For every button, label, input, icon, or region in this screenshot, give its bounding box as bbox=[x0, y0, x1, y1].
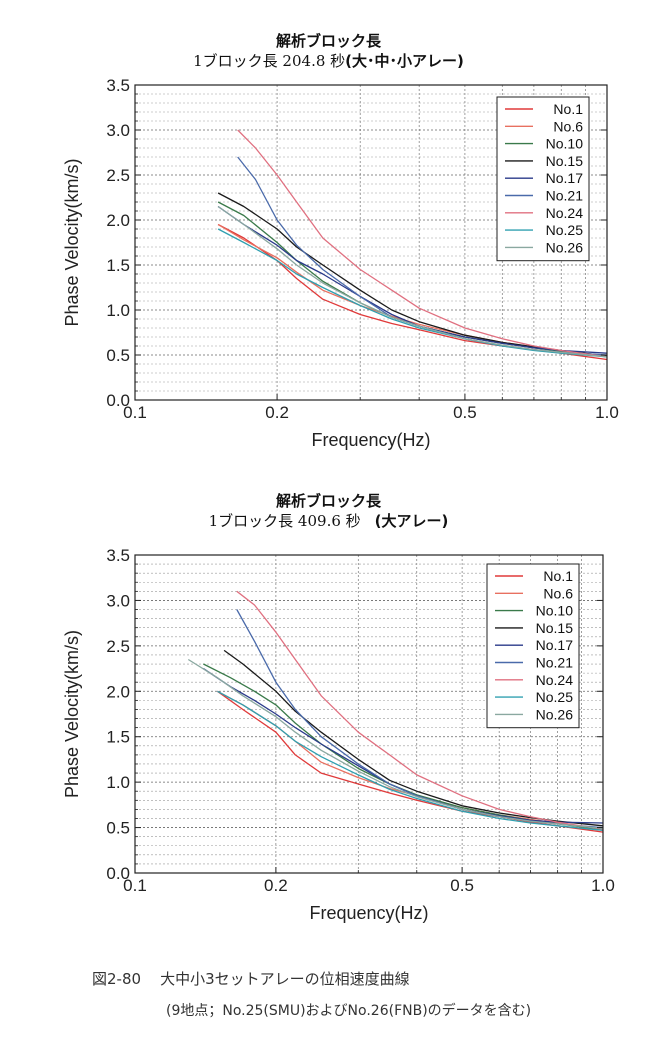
y-tick-label: 1.5 bbox=[106, 728, 130, 747]
legend-entry: No.1 bbox=[543, 568, 573, 584]
series-line-no15 bbox=[223, 649, 604, 827]
series-line-no15 bbox=[217, 192, 608, 357]
legend-entry: No.1 bbox=[553, 101, 583, 117]
legend-entry: No.6 bbox=[543, 585, 573, 601]
chart-subtitle-text: 1ブロック長 409.6 秒 bbox=[208, 512, 361, 530]
phase-velocity-chart-top: 0.0 0.5 1.0 1.5 2.0 2.5 3.0 3.5 0.1 0.2 0.5 1.0 Freq… bbox=[62, 76, 619, 450]
figure-title: 大中小3セットアレーの位相速度曲線 bbox=[160, 970, 410, 988]
y-axis: 0.0 0.5 1.0 1.5 2.0 2.5 3.0 3.5 bbox=[106, 546, 603, 883]
legend-entry: No.15 bbox=[546, 153, 584, 169]
y-tick-label: 0.5 bbox=[106, 819, 130, 838]
figure-caption: 図2-80 大中小3セットアレーの位相速度曲線 bbox=[92, 968, 410, 989]
x-tick-label: 0.1 bbox=[123, 403, 147, 422]
legend-entry: No.17 bbox=[536, 637, 574, 653]
legend-entry: No.26 bbox=[536, 706, 574, 722]
legend-entry: No.25 bbox=[536, 689, 574, 705]
series-line-no24 bbox=[237, 129, 608, 358]
figure-note: (9地点；No.25(SMU)およびNo.26(FNB)のデータを含む) bbox=[166, 1003, 532, 1019]
series-group bbox=[217, 129, 608, 361]
chart-subtitle-note: (大･中･小アレー) bbox=[345, 52, 464, 70]
chart-subtitle-note: (大アレー) bbox=[374, 512, 449, 530]
x-tick-label: 1.0 bbox=[591, 876, 615, 895]
chart-subtitle: 1ブロック長 204.8 秒(大･中･小アレー) bbox=[0, 50, 657, 71]
y-tick-label: 3.0 bbox=[106, 591, 130, 610]
figure-label: 図2-80 bbox=[92, 970, 142, 988]
series-line-no1 bbox=[217, 690, 604, 833]
series-group bbox=[187, 590, 604, 833]
legend-entry: No.17 bbox=[546, 170, 584, 186]
y-tick-label: 1.0 bbox=[106, 773, 130, 792]
legend-entry: No.26 bbox=[546, 239, 584, 255]
series-line-no24 bbox=[236, 590, 604, 831]
series-line-no17 bbox=[203, 668, 604, 824]
y-tick-label: 3.5 bbox=[106, 546, 130, 565]
legend-entry: No.24 bbox=[536, 672, 574, 688]
chart-title: 解析ブロック長 bbox=[275, 32, 381, 50]
y-tick-label: 2.5 bbox=[106, 166, 130, 185]
x-axis-label: Frequency(Hz) bbox=[311, 430, 430, 450]
y-tick-label: 1.5 bbox=[106, 256, 130, 275]
legend-entry: No.21 bbox=[536, 655, 574, 671]
series-line-no25 bbox=[217, 228, 608, 358]
x-axis-label: Frequency(Hz) bbox=[309, 903, 428, 923]
series-line-no26 bbox=[187, 658, 604, 830]
x-tick-label: 0.5 bbox=[450, 876, 474, 895]
y-tick-label: 3.5 bbox=[106, 76, 130, 95]
y-axis-label: Phase Velocity(km/s) bbox=[62, 630, 82, 798]
x-tick-label: 0.1 bbox=[123, 876, 147, 895]
phase-velocity-chart-bottom: 0.0 0.5 1.0 1.5 2.0 2.5 3.0 3.5 0.1 0.2 0.5 1.0 Freq… bbox=[62, 546, 615, 923]
y-tick-label: 0.0 bbox=[106, 864, 130, 883]
y-tick-label: 2.0 bbox=[106, 211, 130, 230]
chart-subtitle: 1ブロック長 409.6 秒 (大アレー) bbox=[0, 510, 657, 531]
plot-frame bbox=[134, 84, 608, 401]
legend-entry: No.24 bbox=[546, 205, 584, 221]
x-tick-label: 0.5 bbox=[453, 403, 477, 422]
y-tick-label: 2.5 bbox=[106, 637, 130, 656]
y-tick-label: 2.0 bbox=[106, 682, 130, 701]
y-axis-label: Phase Velocity(km/s) bbox=[62, 158, 82, 326]
chart-panel-bottom: 解析ブロック長 1ブロック長 409.6 秒 (大アレー) 0.0 0.5 1.0 1.… bbox=[0, 480, 657, 950]
chart-subtitle-text: 1ブロック長 204.8 秒 bbox=[193, 52, 346, 70]
x-axis: 0.1 0.2 0.5 1.0 bbox=[123, 394, 619, 422]
legend-entry: No.15 bbox=[536, 620, 574, 636]
x-axis: 0.1 0.2 0.5 1.0 bbox=[123, 867, 615, 895]
legend-entry: No.10 bbox=[546, 136, 584, 152]
y-axis: 0.0 0.5 1.0 1.5 2.0 2.5 3.0 3.5 bbox=[106, 76, 607, 410]
plot-frame bbox=[134, 554, 604, 874]
chart-title: 解析ブロック長 bbox=[275, 492, 381, 510]
legend-entry: No.10 bbox=[536, 603, 574, 619]
series-line-no25 bbox=[217, 690, 604, 831]
y-tick-label: 3.0 bbox=[106, 121, 130, 140]
y-tick-label: 0.0 bbox=[106, 391, 130, 410]
x-tick-label: 0.2 bbox=[264, 876, 288, 895]
chart-panel-top: 解析ブロック長 1ブロック長 204.8 秒(大･中･小アレー) 0.0 0.5 1… bbox=[0, 0, 657, 470]
legend-entry: No.6 bbox=[553, 118, 583, 134]
legend-entry: No.21 bbox=[546, 188, 584, 204]
x-tick-label: 1.0 bbox=[595, 403, 619, 422]
x-tick-label: 0.2 bbox=[265, 403, 289, 422]
y-tick-label: 0.5 bbox=[106, 346, 130, 365]
y-tick-label: 1.0 bbox=[106, 301, 130, 320]
series-line-no26 bbox=[217, 205, 608, 358]
legend-entry: No.25 bbox=[546, 222, 584, 238]
series-line-no17 bbox=[217, 205, 608, 354]
